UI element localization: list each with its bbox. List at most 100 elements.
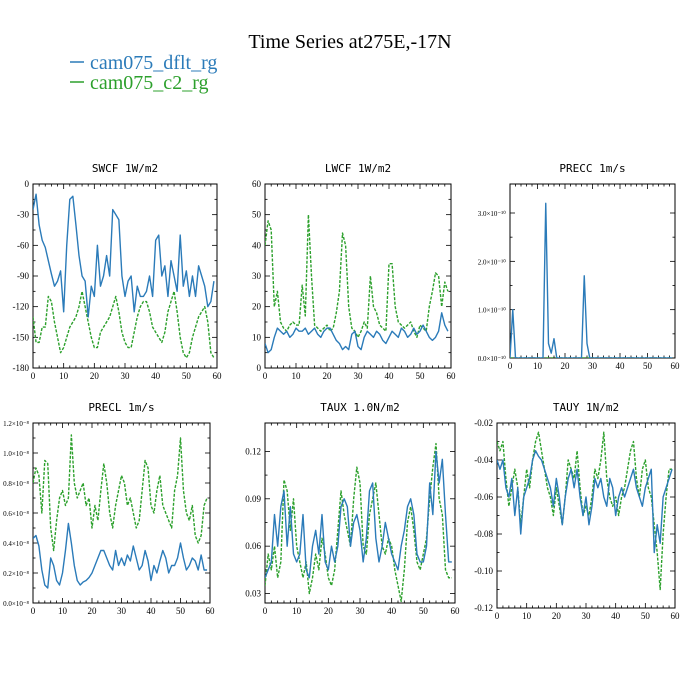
y-tick-label: -90	[17, 271, 29, 281]
x-tick-label: 30	[582, 611, 592, 621]
y-tick-label: 0.0×10⁻⁸	[3, 600, 29, 608]
x-tick-label: 0	[31, 371, 36, 381]
x-tick-label: 50	[419, 606, 429, 616]
x-tick-label: 0	[263, 606, 268, 616]
panel-title: PRECL 1m/s	[88, 401, 154, 414]
y-tick-label: 1.0×10⁻⁸	[3, 450, 29, 458]
x-tick-label: 20	[323, 371, 333, 381]
y-tick-label: 30	[252, 271, 262, 281]
x-tick-label: 40	[151, 371, 161, 381]
y-tick-label: 40	[252, 240, 262, 250]
series-line-cam075-dflt-rg	[265, 312, 449, 354]
x-tick-label: 30	[356, 606, 366, 616]
x-tick-label: 60	[213, 371, 223, 381]
y-tick-label: 2.0×10⁻¹⁰	[478, 258, 506, 266]
y-tick-label: -0.04	[474, 455, 493, 465]
series-line-cam075-dflt-rg	[33, 193, 215, 318]
series-line-cam075-dflt-rg	[497, 450, 673, 554]
y-tick-label: 1.2×10⁻⁸	[3, 420, 29, 428]
x-tick-label: 40	[385, 371, 395, 381]
panel-3: PRECC 1m/s 0 10 20 30 40 50 60 0.0×10⁻¹⁰ 1.0×10⁻¹…	[478, 162, 680, 371]
x-tick-label: 30	[121, 371, 131, 381]
y-tick-label: 20	[252, 302, 262, 312]
legend: cam075_dflt_rg cam075_c2_rg	[70, 52, 217, 94]
x-tick-label: 30	[354, 371, 364, 381]
x-tick-label: 20	[90, 371, 100, 381]
x-tick-label: 10	[533, 361, 543, 371]
y-tick-label: -0.12	[474, 603, 493, 613]
series-line-cam075-dflt-rg	[33, 522, 208, 589]
series-line-cam075-c2-rg	[265, 442, 452, 603]
x-tick-label: 0	[508, 361, 513, 371]
y-tick-label: 0.8×10⁻⁸	[3, 480, 29, 488]
x-tick-label: 10	[59, 371, 69, 381]
panel-title: PRECC 1m/s	[559, 162, 625, 175]
x-tick-label: 40	[147, 606, 157, 616]
y-tick-label: -120	[13, 302, 30, 312]
panel-5: TAUX 1.0N/m2 0 10 20 30 40 50 60 0.03 0.06 0.09 0.1…	[245, 401, 460, 616]
y-tick-label: 60	[252, 179, 262, 189]
x-tick-label: 60	[671, 611, 681, 621]
y-tick-label: 50	[252, 210, 262, 220]
x-tick-label: 50	[182, 371, 192, 381]
plot-frame	[264, 183, 452, 369]
y-tick-label: -150	[13, 332, 30, 342]
y-tick-label: -0.06	[474, 492, 493, 502]
panel-4: PRECL 1m/s 0 10 20 30 40 50 60 0.0×10⁻⁸ 0.2×10⁻⁸ 0…	[3, 401, 215, 616]
legend-label-dflt: cam075_dflt_rg	[90, 52, 217, 74]
plot-frame	[264, 422, 456, 604]
plot-frame	[32, 422, 211, 604]
x-tick-label: 0	[31, 606, 36, 616]
y-tick-label: 0	[257, 363, 262, 373]
x-tick-label: 50	[176, 606, 186, 616]
x-tick-label: 20	[552, 611, 562, 621]
x-tick-label: 10	[58, 606, 68, 616]
x-tick-label: 50	[641, 611, 651, 621]
y-tick-label: 10	[252, 332, 262, 342]
series-line-cam075-c2-rg	[33, 434, 208, 552]
figure-title: Time Series at275E,-17N	[248, 31, 451, 53]
x-tick-label: 50	[416, 371, 426, 381]
series-line-cam075-c2-rg	[497, 431, 673, 591]
x-tick-label: 40	[611, 611, 621, 621]
y-tick-label: 1.0×10⁻¹⁰	[478, 307, 506, 315]
y-tick-label: 0.6×10⁻⁸	[3, 510, 29, 518]
panel-title: TAUY 1N/m2	[553, 401, 619, 414]
panels: SWCF 1W/m2 0 10 20 30 40 50 60 0 -30 -60 -90 -120 -15…	[3, 162, 680, 621]
y-tick-label: 3.0×10⁻¹⁰	[478, 210, 506, 218]
x-tick-label: 40	[387, 606, 397, 616]
plot-frame	[509, 183, 676, 359]
y-tick-label: 0.09	[245, 494, 261, 504]
y-tick-label: 0	[25, 179, 30, 189]
y-tick-label: 0.06	[245, 541, 261, 551]
x-tick-label: 10	[292, 606, 302, 616]
panel-title: LWCF 1W/m2	[325, 162, 391, 175]
x-tick-label: 10	[522, 611, 532, 621]
y-tick-label: -30	[17, 210, 29, 220]
panel-2: LWCF 1W/m2 0 10 20 30 40 50 60 0 10 20 30 40 50 60	[252, 162, 456, 381]
series-line-cam075-c2-rg	[265, 213, 449, 339]
y-tick-label: 0.03	[245, 589, 261, 599]
y-tick-label: -0.02	[474, 418, 493, 428]
y-tick-label: -0.10	[474, 566, 493, 576]
x-tick-label: 60	[206, 606, 216, 616]
x-tick-label: 60	[671, 361, 681, 371]
series-line-cam075-dflt-rg	[510, 202, 673, 358]
y-tick-label: -0.08	[474, 529, 493, 539]
y-tick-label: -180	[13, 363, 30, 373]
y-tick-label: 0.12	[245, 446, 261, 456]
panel-1: SWCF 1W/m2 0 10 20 30 40 50 60 0 -30 -60 -90 -120 -15…	[13, 162, 223, 381]
panel-6: TAUY 1N/m2 0 10 20 30 40 50 60 -0.02 -0.04 -0.06 -0…	[474, 401, 680, 621]
series-line-cam075-dflt-rg	[265, 450, 452, 579]
plot-frame	[496, 422, 676, 609]
legend-label-c2: cam075_c2_rg	[90, 72, 209, 94]
y-tick-label: 0.2×10⁻⁸	[3, 570, 29, 578]
x-tick-label: 0	[495, 611, 500, 621]
x-tick-label: 20	[88, 606, 98, 616]
x-tick-label: 40	[616, 361, 626, 371]
x-tick-label: 60	[451, 606, 461, 616]
y-tick-label: 0.0×10⁻¹⁰	[478, 355, 506, 363]
panel-title: TAUX 1.0N/m2	[320, 401, 399, 414]
y-tick-label: 0.4×10⁻⁸	[3, 540, 29, 548]
